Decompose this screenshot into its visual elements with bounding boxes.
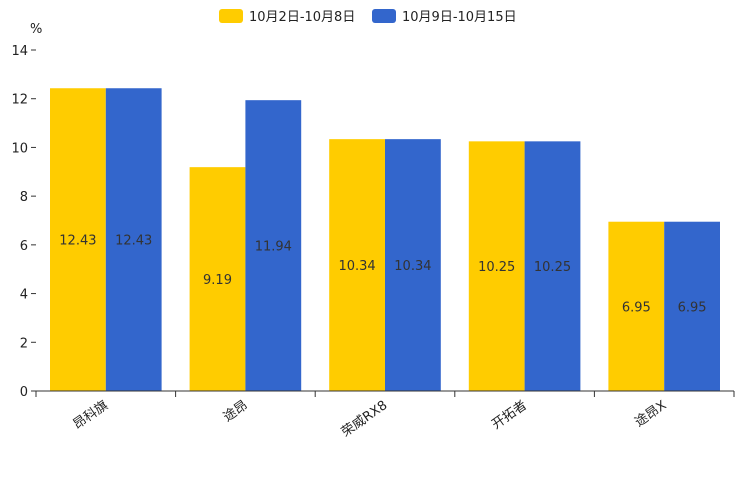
bar-value-label: 10.34 xyxy=(338,259,375,274)
x-tick-label: 开拓者 xyxy=(489,398,530,433)
bar-value-label: 6.95 xyxy=(678,300,707,315)
bar-value-label: 9.19 xyxy=(203,273,232,288)
x-tick-label: 途昂X xyxy=(632,397,670,430)
x-tick-label: 途昂 xyxy=(220,397,250,425)
bar xyxy=(664,221,720,391)
legend-swatch xyxy=(372,9,396,23)
legend-swatch xyxy=(219,9,243,23)
y-tick-label: 10 xyxy=(11,141,28,156)
bar-value-label: 10.34 xyxy=(394,259,431,274)
bar xyxy=(189,167,246,391)
bar-value-label: 6.95 xyxy=(622,300,651,315)
y-tick-label: 0 xyxy=(20,385,28,400)
legend: 10月2日-10月8日 10月9日-10月15日 xyxy=(219,9,517,25)
y-tick-label: 4 xyxy=(20,288,28,303)
bar xyxy=(385,139,441,391)
bar xyxy=(105,88,162,391)
bar-value-label: 12.43 xyxy=(115,234,152,249)
y-tick-label: 12 xyxy=(11,93,28,108)
y-tick-label: 2 xyxy=(20,336,28,351)
bar xyxy=(608,221,665,391)
x-axis: 昂科旗 途昂 荣威RX8 开拓者 途昂X xyxy=(35,390,735,440)
y-tick-label: 14 xyxy=(11,44,28,59)
legend-label: 10月9日-10月15日 xyxy=(402,10,517,25)
bar xyxy=(329,139,385,391)
legend-label: 10月2日-10月8日 xyxy=(249,10,355,25)
bar xyxy=(50,88,106,391)
y-tick-label: 6 xyxy=(20,239,28,254)
y-tick-label: 8 xyxy=(20,190,28,205)
bars: 12.43 12.43 9.19 11.94 10.34 10.34 10.25 10.25 6… xyxy=(50,88,720,391)
y-axis: 0 2 4 6 8 10 12 14 xyxy=(11,44,36,400)
bar-value-label: 10.25 xyxy=(478,260,515,275)
y-axis-unit-label: % xyxy=(30,22,42,37)
bar-value-label: 10.25 xyxy=(534,260,571,275)
bar xyxy=(524,141,581,391)
x-tick-label: 昂科旗 xyxy=(70,397,111,432)
x-tick-label: 荣威RX8 xyxy=(339,398,390,440)
bar-value-label: 11.94 xyxy=(255,240,292,255)
bar xyxy=(468,141,525,391)
bar-value-label: 12.43 xyxy=(59,234,96,249)
bar xyxy=(245,100,302,391)
